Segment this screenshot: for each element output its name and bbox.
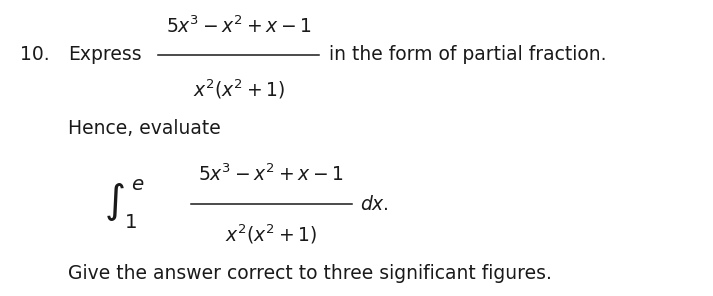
- Text: $\int_1^{\,e}$: $\int_1^{\,e}$: [104, 178, 145, 231]
- Text: $5x^3 - x^2 + x - 1$: $5x^3 - x^2 + x - 1$: [198, 164, 344, 185]
- Text: Hence, evaluate: Hence, evaluate: [68, 119, 220, 138]
- Text: in the form of partial fraction.: in the form of partial fraction.: [329, 45, 607, 64]
- Text: $dx.$: $dx.$: [360, 195, 389, 214]
- Text: Express: Express: [68, 45, 141, 64]
- Text: Give the answer correct to three significant figures.: Give the answer correct to three signifi…: [68, 264, 552, 283]
- Text: 10.: 10.: [20, 45, 50, 64]
- Text: $5x^3 - x^2 + x - 1$: $5x^3 - x^2 + x - 1$: [166, 16, 312, 37]
- Text: $x^2(x^2+1)$: $x^2(x^2+1)$: [225, 222, 317, 246]
- Text: $x^2(x^2+1)$: $x^2(x^2+1)$: [193, 77, 285, 101]
